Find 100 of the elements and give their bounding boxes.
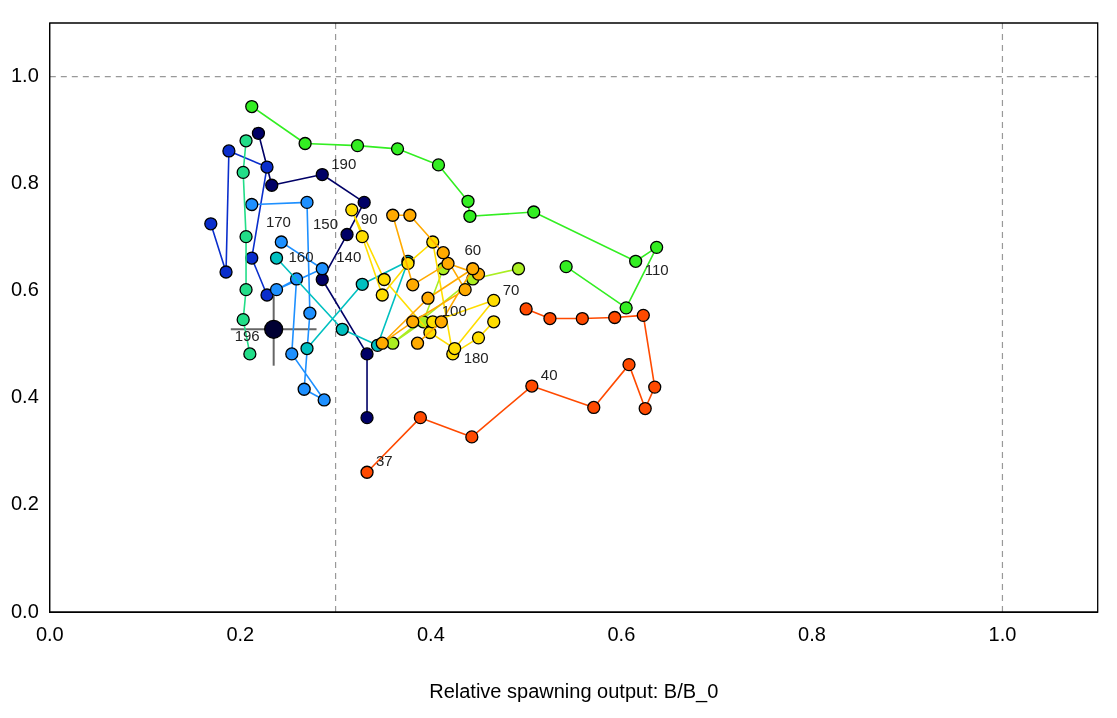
- point: [648, 380, 662, 394]
- point: [587, 400, 601, 415]
- annotation: 70: [502, 280, 520, 298]
- point: [239, 283, 253, 297]
- point: [441, 256, 455, 271]
- point: [297, 382, 311, 396]
- point: [239, 134, 253, 148]
- point: [375, 288, 389, 302]
- point: [219, 265, 233, 279]
- annotation: 150: [313, 214, 339, 232]
- annotation: 60: [464, 240, 482, 258]
- point: [260, 160, 274, 174]
- y-tick-label: 1.0: [10, 64, 39, 87]
- point: [434, 315, 448, 329]
- point: [527, 205, 541, 219]
- annotation: 90: [360, 210, 378, 228]
- y-tick-label: 0.2: [10, 492, 39, 515]
- x-tick-label: 0.0: [35, 622, 64, 645]
- y-tick-label: 0.0: [10, 599, 39, 622]
- point: [487, 293, 501, 308]
- point: [264, 319, 284, 339]
- point: [317, 393, 331, 407]
- point: [245, 197, 259, 212]
- point: [335, 322, 349, 336]
- point: [413, 410, 428, 425]
- point: [519, 302, 533, 316]
- point: [245, 251, 259, 265]
- point: [236, 312, 250, 327]
- point: [458, 283, 472, 297]
- annotation: 110: [644, 261, 669, 279]
- point: [360, 465, 374, 479]
- point: [303, 306, 317, 320]
- point: [300, 341, 314, 356]
- x-tick-label: 0.4: [416, 622, 445, 645]
- annotation: 37: [376, 452, 393, 470]
- point: [315, 167, 329, 182]
- point: [649, 240, 664, 255]
- y-tick-label: 0.4: [10, 385, 39, 408]
- x-axis-title: Relative spawning output: B/B_0: [429, 679, 719, 703]
- point: [265, 178, 279, 192]
- point: [410, 336, 425, 350]
- point: [386, 208, 400, 222]
- point: [236, 165, 250, 180]
- point: [357, 195, 371, 210]
- point: [298, 136, 312, 151]
- point: [403, 208, 417, 222]
- point: [487, 315, 501, 329]
- point: [360, 347, 374, 361]
- point: [355, 230, 369, 244]
- point: [543, 311, 557, 326]
- point: [525, 379, 539, 393]
- annotation: 140: [336, 247, 362, 265]
- annotation: 190: [331, 154, 357, 172]
- point: [448, 341, 462, 356]
- point: [269, 251, 284, 265]
- point: [463, 209, 477, 223]
- point: [638, 401, 652, 416]
- annotation: 40: [540, 366, 558, 384]
- point: [636, 308, 650, 323]
- point: [245, 99, 259, 114]
- point: [377, 272, 391, 287]
- point: [315, 262, 329, 276]
- point: [622, 357, 636, 372]
- point: [390, 142, 405, 156]
- point: [511, 262, 526, 276]
- point: [436, 246, 450, 260]
- point: [471, 331, 486, 345]
- point: [608, 310, 622, 325]
- point: [406, 278, 420, 292]
- point: [222, 144, 236, 158]
- point: [345, 203, 359, 217]
- x-tick-label: 0.2: [226, 622, 255, 645]
- point: [619, 301, 633, 315]
- point: [629, 254, 643, 268]
- point: [315, 272, 329, 287]
- point: [421, 291, 435, 305]
- annotation: 170: [265, 212, 291, 230]
- point: [243, 347, 257, 361]
- point: [461, 194, 475, 208]
- point: [559, 259, 573, 274]
- x-tick-label: 0.8: [798, 622, 826, 645]
- point: [431, 158, 446, 172]
- point: [360, 410, 374, 425]
- point: [466, 262, 480, 276]
- point: [575, 311, 589, 326]
- y-tick-label: 0.6: [10, 278, 39, 301]
- point: [350, 138, 365, 153]
- point: [285, 347, 299, 361]
- point: [260, 288, 274, 302]
- point: [355, 277, 369, 291]
- annotation: 180: [463, 348, 489, 366]
- point: [239, 230, 253, 244]
- point: [269, 283, 284, 297]
- point: [274, 235, 288, 249]
- point: [251, 126, 266, 140]
- point: [300, 195, 314, 210]
- x-tick-label: 0.6: [607, 622, 636, 645]
- y-tick-label: 0.8: [10, 171, 39, 194]
- point: [406, 315, 420, 329]
- point: [340, 227, 354, 242]
